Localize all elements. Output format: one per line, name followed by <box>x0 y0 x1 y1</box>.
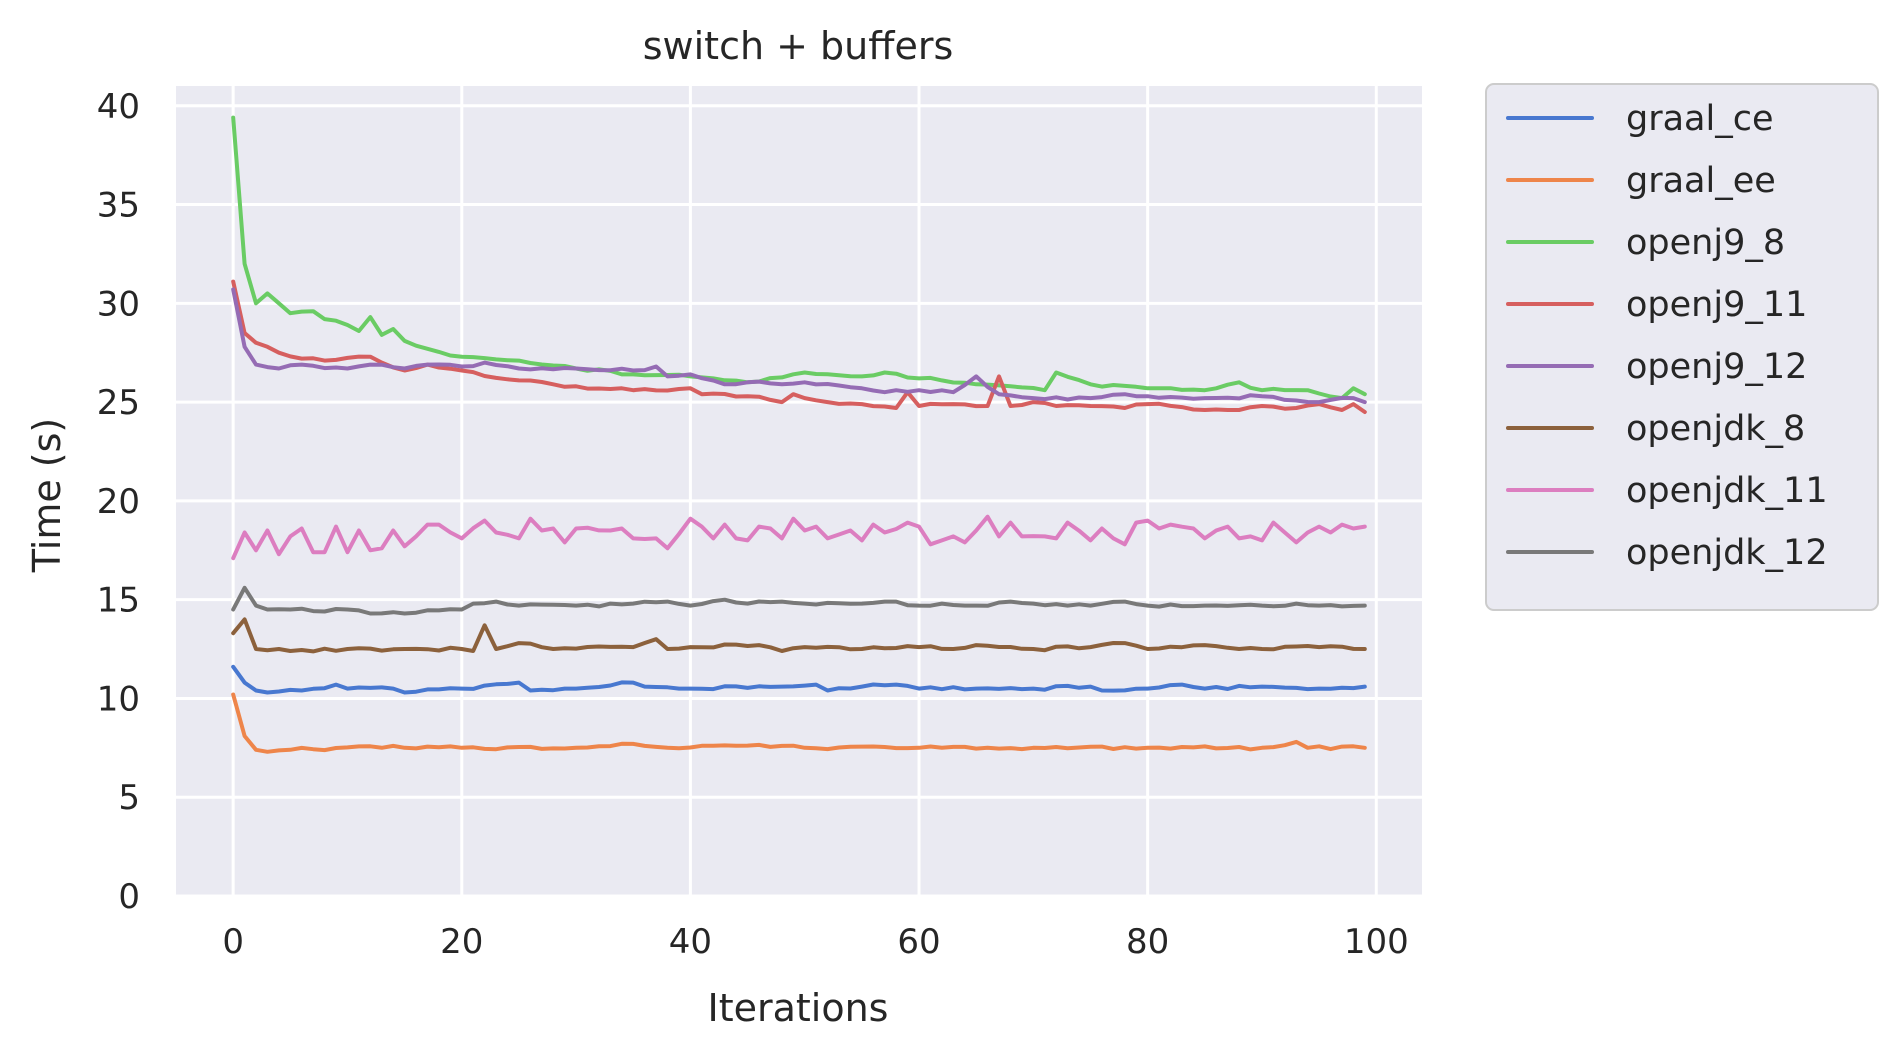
y-tick-label: 40 <box>97 87 140 127</box>
legend-label: graal_ce <box>1626 99 1774 139</box>
x-tick-label: 100 <box>1344 922 1409 962</box>
series-line-openjdk_11 <box>231 514 1367 561</box>
x-tick-label: 80 <box>1126 922 1169 962</box>
series-line-graal_ce <box>231 664 1367 695</box>
x-tick-label: 20 <box>440 922 483 962</box>
legend: graal_ce graal_ee openj9_8 openj9_11 openj9_… <box>1485 83 1879 611</box>
y-tick-label: 10 <box>97 679 140 719</box>
series-lines <box>231 115 1367 754</box>
legend-label: openj9_11 <box>1626 285 1807 325</box>
legend-label: graal_ee <box>1626 161 1776 201</box>
series-line-openj9_12 <box>231 287 1367 405</box>
legend-label: openj9_8 <box>1626 223 1785 263</box>
y-tick-label: 15 <box>97 581 140 621</box>
y-tick-label: 5 <box>118 778 140 818</box>
y-tick-label: 30 <box>97 284 140 324</box>
plot-area <box>176 86 1422 896</box>
chart-title: switch + buffers <box>643 24 954 68</box>
series-line-openj9_8 <box>231 115 1367 401</box>
x-tick-label: 60 <box>897 922 940 962</box>
x-tick-label: 40 <box>669 922 712 962</box>
legend-label: openjdk_12 <box>1626 533 1828 573</box>
series-line-openjdk_8 <box>231 617 1367 654</box>
x-tick-label: 0 <box>222 922 244 962</box>
y-tick-label: 20 <box>97 482 140 522</box>
y-tick-label: 35 <box>97 186 140 226</box>
y-tick-label: 0 <box>118 877 140 917</box>
series-line-graal_ee <box>231 692 1367 754</box>
legend-label: openj9_12 <box>1626 347 1807 387</box>
tick-labels: 0 5 10 15 20 25 30 35 40 0 20 40 60 80 100 <box>97 87 1409 962</box>
x-axis-label: Iterations <box>708 986 889 1030</box>
series-line-openjdk_12 <box>231 585 1367 616</box>
y-axis-label: Time (s) <box>25 418 69 574</box>
grid-lines <box>176 86 1422 898</box>
legend-label: openjdk_8 <box>1626 409 1805 449</box>
legend-label: openjdk_11 <box>1626 471 1828 511</box>
y-tick-label: 25 <box>97 383 140 423</box>
legend-frame <box>1485 83 1879 611</box>
